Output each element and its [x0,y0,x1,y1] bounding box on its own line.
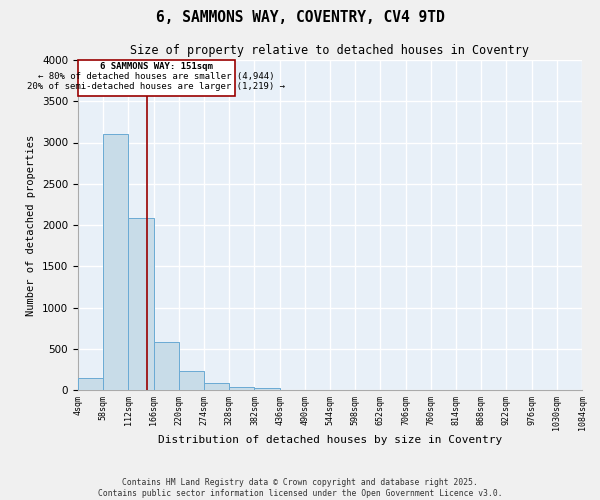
Text: 6, SAMMONS WAY, COVENTRY, CV4 9TD: 6, SAMMONS WAY, COVENTRY, CV4 9TD [155,10,445,25]
Bar [103,134,128,390]
Bar [254,388,280,390]
Text: 20% of semi-detached houses are larger (1,219) →: 20% of semi-detached houses are larger (… [28,82,286,92]
Title: Size of property relative to detached houses in Coventry: Size of property relative to detached ho… [131,44,530,58]
Bar [78,378,103,390]
X-axis label: Distribution of detached houses by size in Coventry: Distribution of detached houses by size … [158,436,502,446]
Bar [128,218,154,390]
Text: 6 SAMMONS WAY: 151sqm: 6 SAMMONS WAY: 151sqm [100,62,213,72]
Text: Contains HM Land Registry data © Crown copyright and database right 2025.
Contai: Contains HM Land Registry data © Crown c… [98,478,502,498]
Y-axis label: Number of detached properties: Number of detached properties [26,134,37,316]
Bar [229,386,254,390]
Bar [179,372,204,390]
Bar [78,60,235,96]
Bar [204,384,229,390]
Text: ← 80% of detached houses are smaller (4,944): ← 80% of detached houses are smaller (4,… [38,72,275,82]
Bar [154,342,179,390]
